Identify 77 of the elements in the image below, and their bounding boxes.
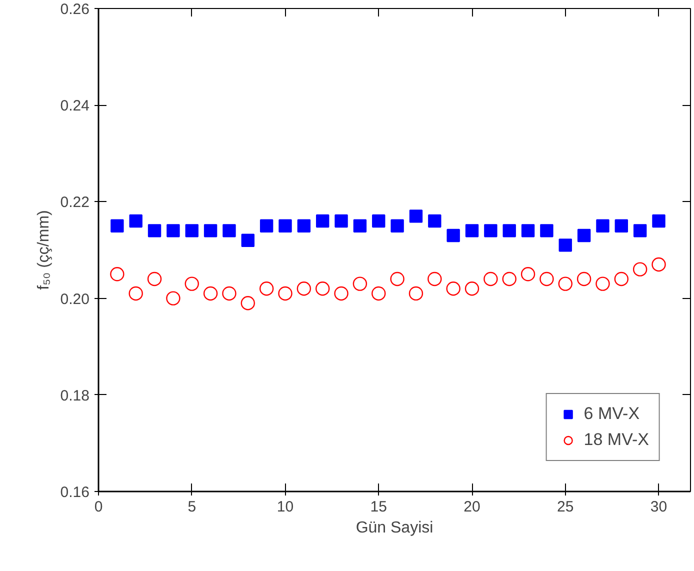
legend-label: 18 MV-X — [584, 430, 649, 450]
point — [520, 267, 536, 282]
point — [222, 286, 236, 301]
x-tick-label: 10 — [276, 498, 294, 516]
point — [278, 219, 292, 232]
point — [558, 238, 572, 252]
point — [148, 224, 162, 238]
point — [353, 219, 367, 232]
point — [110, 267, 124, 282]
legend-label: 6 MV-X — [584, 404, 640, 424]
x-axis-title: Gün Sayisi — [356, 520, 434, 536]
point — [484, 224, 498, 238]
point — [614, 272, 628, 286]
point — [166, 291, 180, 306]
point — [185, 224, 198, 238]
point — [297, 219, 311, 232]
x-tick-label: 0 — [94, 498, 103, 516]
y-tick-label: 0.22 — [60, 194, 90, 212]
point — [316, 282, 330, 296]
point — [352, 276, 368, 291]
point — [614, 219, 628, 232]
x-tick-label: 5 — [188, 498, 196, 516]
point — [372, 286, 386, 301]
point — [465, 224, 479, 238]
point — [390, 272, 404, 286]
point — [316, 214, 330, 228]
point — [576, 272, 592, 286]
point — [540, 224, 554, 238]
point — [241, 234, 254, 247]
point — [204, 224, 218, 238]
x-tick-label: 30 — [650, 498, 668, 516]
point — [390, 219, 404, 232]
y-axis-title: f₅₀ (çç/mm) — [35, 210, 52, 290]
point — [334, 214, 348, 228]
point — [184, 276, 199, 291]
point — [428, 214, 442, 228]
y-tick-label: 0.24 — [60, 98, 90, 115]
point — [502, 272, 516, 286]
point — [166, 224, 180, 238]
point — [446, 228, 460, 242]
point — [652, 214, 666, 228]
x-tick-label: 20 — [464, 498, 480, 516]
point — [259, 282, 274, 296]
x-tick-label: 25 — [557, 498, 574, 516]
point — [596, 276, 610, 291]
point — [372, 214, 386, 228]
point — [128, 286, 143, 301]
point — [110, 219, 124, 232]
point — [540, 272, 554, 286]
point — [260, 219, 274, 232]
point — [464, 282, 480, 296]
point — [652, 257, 666, 272]
y-tick-label: 0.26 — [60, 1, 90, 18]
point — [521, 224, 535, 238]
point — [278, 286, 292, 301]
point — [446, 282, 460, 296]
point — [484, 272, 498, 286]
point — [129, 214, 142, 228]
point — [222, 224, 236, 238]
point — [334, 286, 348, 301]
point — [203, 286, 218, 301]
point — [296, 282, 312, 296]
point — [633, 224, 647, 238]
y-tick-label: 0.16 — [60, 484, 90, 501]
point — [428, 272, 442, 286]
y-tick-label: 0.20 — [60, 290, 90, 308]
point — [409, 210, 423, 223]
point — [577, 228, 591, 242]
point — [502, 224, 516, 238]
point — [596, 219, 610, 232]
x-tick-label: 15 — [370, 498, 387, 516]
y-tick-label: 0.18 — [60, 387, 90, 404]
point — [147, 272, 162, 286]
point — [632, 262, 648, 276]
point — [558, 276, 572, 291]
point — [240, 296, 255, 310]
point — [408, 286, 424, 301]
